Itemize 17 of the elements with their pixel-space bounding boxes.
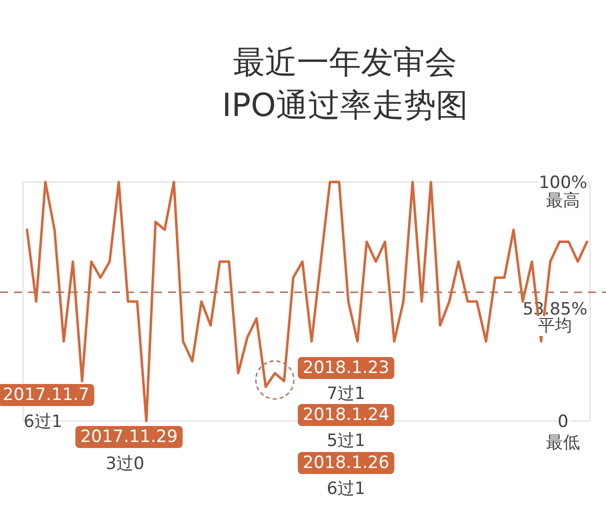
annotation: 2018.1.23 [302,358,390,378]
title: 最近一年发审会 [233,43,457,81]
annotation: 最高 [546,191,580,211]
annotation: 5过1 [326,431,366,451]
annotation: 最低 [546,433,580,453]
ytick: 0 [558,412,568,432]
annotation: 2017.11.7 [2,385,90,405]
annotation: 7过1 [326,384,366,404]
annotation: 2018.1.26 [302,453,390,473]
ytick: 100% [538,173,588,193]
annotation: 3过0 [106,454,144,474]
annotation: 2017.11.29 [80,427,178,447]
annotation: 平均 [538,316,572,336]
annotation: 6过1 [326,479,366,499]
title: IPO通过率走势图 [222,86,468,124]
annotation: 6过1 [24,412,62,432]
annotation: 2018.1.24 [302,405,390,425]
